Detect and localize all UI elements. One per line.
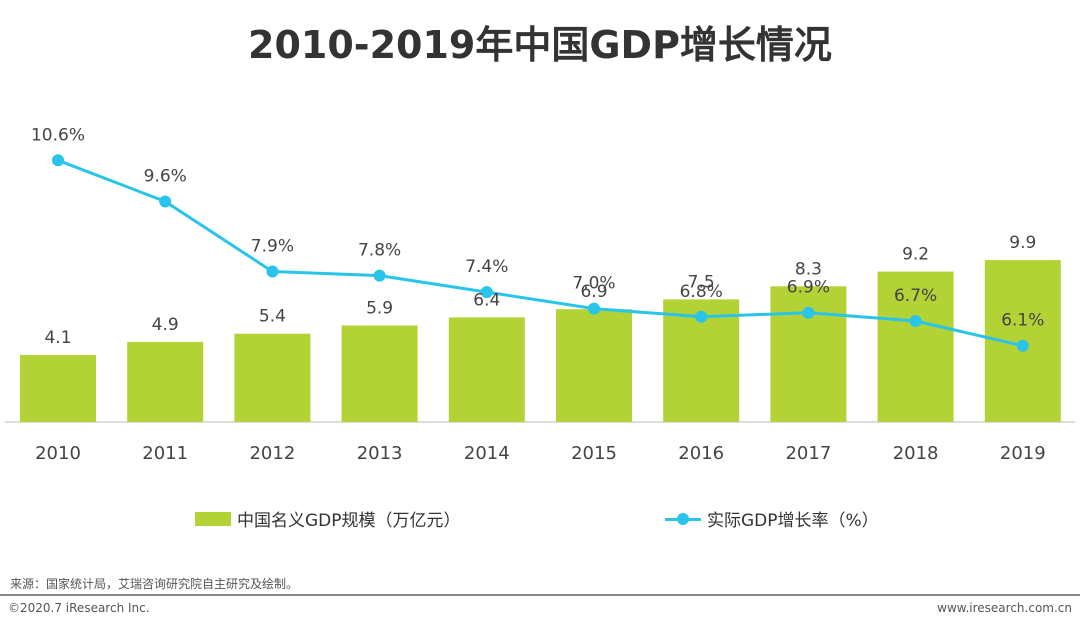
copyright-text: ©2020.7 iResearch Inc.	[8, 601, 150, 615]
line-value-label: 7.0%	[572, 274, 615, 294]
bar-value-label: 9.2	[902, 245, 929, 265]
line-value-label: 9.6%	[144, 167, 187, 187]
footer-divider	[0, 594, 1080, 596]
bar-2017	[770, 286, 847, 422]
x-tick-label: 2015	[571, 443, 617, 464]
bar-value-label: 9.9	[1009, 233, 1036, 253]
line-point-2017	[802, 306, 815, 319]
bar-2010	[20, 355, 96, 422]
bar-value-label: 4.1	[44, 328, 71, 348]
x-tick-label: 2010	[35, 443, 81, 464]
x-tick-label: 2019	[1000, 443, 1046, 464]
chart-labels: 4.1 4.9 5.4 5.9 6.4 6.9 7.5 8.3 9.2 9.9 10.6% 9.6% 7…	[31, 125, 1046, 464]
chart-title: 2010-2019年中国GDP增长情况	[248, 23, 832, 67]
bar-2011	[127, 341, 204, 422]
bar-2012	[234, 333, 311, 422]
bar-2015	[556, 309, 632, 422]
legend-label-nominal-gdp: 中国名义GDP规模（万亿元）	[237, 511, 461, 531]
legend-item-real-growth: 实际GDP增长率（%）	[665, 506, 879, 531]
bar-value-label: 8.3	[795, 259, 822, 279]
line-value-label: 6.8%	[680, 282, 723, 302]
gdp-chart: 4.1 4.9 5.4 5.9 6.4 6.9 7.5 8.3 9.2 9.9 10.6% 9.6% 7…	[5, 125, 1075, 464]
x-tick-label: 2014	[464, 443, 510, 464]
line-point-2018	[909, 315, 922, 327]
bar-2014	[448, 317, 525, 422]
x-tick-label: 2018	[893, 443, 939, 464]
line-point-2016	[695, 310, 708, 323]
x-tick-label: 2016	[678, 443, 724, 464]
legend-label-real-growth: 实际GDP增长率（%）	[707, 511, 879, 531]
x-tick-label: 2011	[142, 443, 188, 464]
growth-rate-line	[57, 158, 1024, 348]
line-point-2014	[480, 286, 493, 299]
bar-2013	[341, 325, 418, 422]
x-tick-label: 2012	[249, 443, 295, 464]
bar-2018	[877, 271, 954, 422]
line-value-label: 6.9%	[787, 278, 830, 298]
line-point-2019	[1016, 339, 1029, 352]
bar-value-label: 5.9	[366, 299, 393, 319]
bar-series	[20, 260, 1061, 422]
x-tick-label: 2017	[785, 443, 831, 464]
line-value-label: 7.4%	[465, 257, 508, 277]
line-value-label: 7.8%	[358, 241, 401, 261]
line-value-label: 6.7%	[894, 286, 937, 306]
bar-value-label: 6.4	[473, 290, 500, 310]
legend-item-nominal-gdp: 中国名义GDP规模（万亿元）	[195, 506, 461, 531]
x-tick-label: 2013	[357, 443, 403, 464]
source-note: 来源：国家统计局，艾瑞咨询研究院自主研究及绘制。	[10, 577, 299, 591]
line-series	[52, 154, 1029, 352]
line-point-2015	[588, 302, 600, 315]
line-point-2011	[159, 195, 172, 208]
bar-value-label: 7.5	[688, 272, 715, 292]
line-value-label: 7.9%	[251, 237, 294, 257]
line-point-2013	[373, 269, 386, 282]
bar-value-label: 6.9	[580, 282, 607, 302]
legend-bar-swatch	[195, 511, 231, 526]
line-point-2012	[266, 265, 279, 278]
website-link[interactable]: www.iresearch.com.cn	[937, 601, 1072, 615]
legend-line-swatch	[665, 512, 701, 526]
bar-value-label: 4.9	[152, 315, 179, 335]
line-point-2010	[52, 154, 64, 167]
line-value-label: 6.1%	[1001, 311, 1044, 331]
line-value-label: 10.6%	[31, 125, 85, 145]
bar-value-label: 5.4	[259, 307, 286, 327]
